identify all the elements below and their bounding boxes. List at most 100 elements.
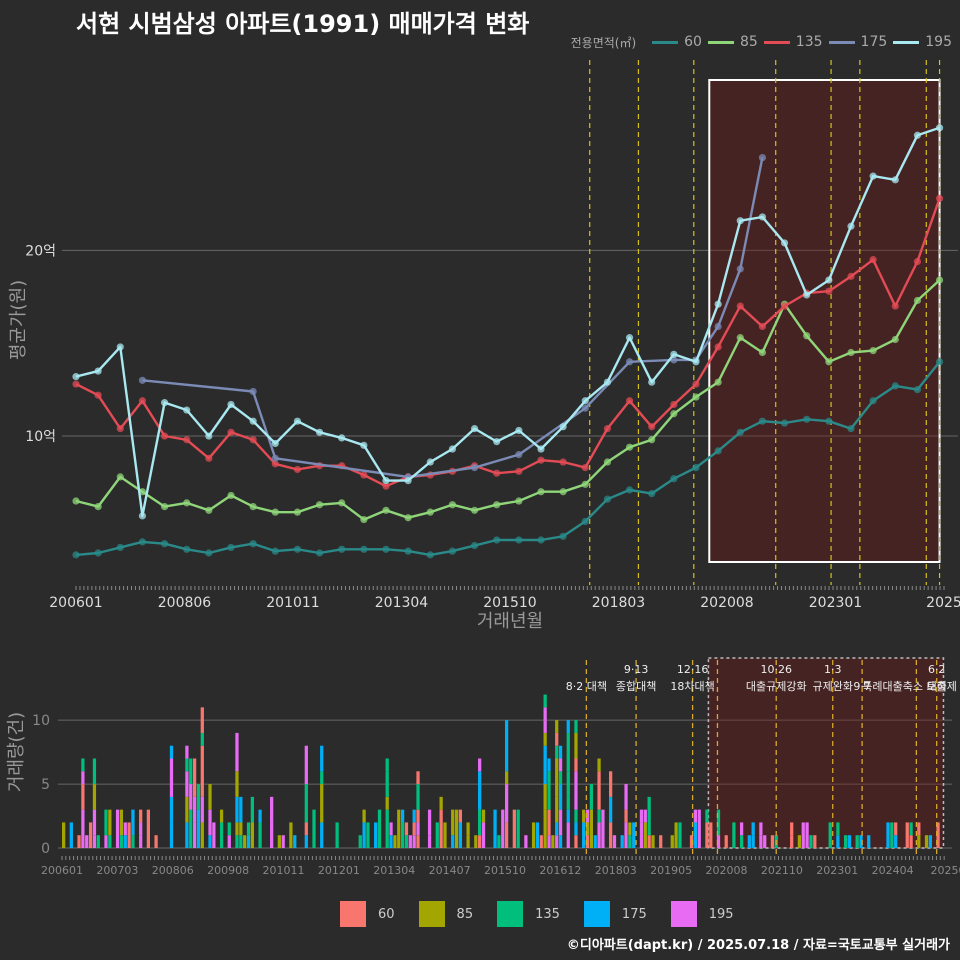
volume-bar-segment	[189, 758, 193, 785]
volume-bar	[566, 720, 570, 848]
volume-bar-segment	[131, 835, 135, 848]
volume-bar-segment	[894, 822, 898, 836]
volume-bar-segment	[92, 835, 97, 848]
data-point-85	[315, 501, 324, 509]
data-point-85	[891, 335, 899, 344]
data-point-195	[736, 217, 744, 225]
volume-bar-segment	[235, 822, 239, 836]
data-point-195	[448, 445, 457, 453]
data-point-135	[581, 464, 589, 472]
data-point-195	[559, 423, 567, 431]
volume-bar	[555, 720, 559, 848]
volume-bar	[859, 835, 863, 848]
data-point-85	[360, 515, 368, 524]
data-point-135	[935, 194, 944, 202]
volume-bar	[505, 720, 509, 848]
volume-bar-segment	[196, 784, 201, 810]
series-line-60	[75, 361, 941, 557]
data-point-195	[869, 172, 877, 180]
data-point-60	[537, 536, 545, 544]
volume-bar-segment	[585, 809, 590, 823]
volume-bar-segment	[92, 809, 97, 836]
volume-bar	[62, 822, 66, 848]
volume-bar-segment	[894, 835, 898, 848]
volume-legend-item-135: 135	[497, 901, 560, 927]
bar-x-tick-label: 202404	[872, 864, 914, 877]
data-point-195	[271, 439, 279, 448]
data-point-195	[360, 441, 368, 449]
data-point-195	[803, 291, 811, 299]
volume-bar-segment	[62, 822, 66, 848]
volume-bar	[597, 758, 601, 848]
data-point-175	[249, 387, 257, 396]
x-tick-label: 201011	[266, 595, 319, 611]
data-point-85	[913, 296, 922, 305]
volume-bar	[801, 822, 805, 848]
data-point-60	[803, 415, 811, 423]
volume-bar	[847, 835, 852, 848]
volume-bar-segment	[400, 822, 405, 848]
volume-bar-segment	[855, 835, 859, 848]
volume-bar-segment	[435, 822, 439, 848]
volume-bar-segment	[886, 822, 890, 848]
volume-bar-segment	[609, 771, 613, 797]
data-point-135	[271, 460, 279, 468]
volume-bar-segment	[250, 796, 255, 823]
volume-bar-segment	[555, 732, 559, 746]
policy-label-bottom: 대출규제강화	[746, 680, 807, 693]
volume-bar-segment	[192, 822, 197, 848]
volume-bar-segment	[478, 771, 482, 810]
volume-bar-segment	[235, 796, 239, 823]
data-point-85	[271, 508, 279, 516]
volume-bar-segment	[516, 809, 520, 848]
volume-bar-segment	[293, 835, 297, 848]
volume-bar-segment	[543, 809, 547, 848]
legend-swatch-85	[707, 40, 734, 44]
volume-bar	[574, 720, 578, 848]
volume-bar	[593, 835, 597, 848]
data-point-85	[382, 506, 390, 514]
volume-bar-segment	[139, 822, 143, 836]
data-point-85	[515, 497, 523, 505]
volume-bar	[628, 822, 632, 848]
volume-bar-segment	[917, 835, 921, 848]
volume-bar	[909, 822, 913, 848]
volume-bar-segment	[377, 809, 382, 848]
volume-bar-segment	[909, 822, 913, 836]
data-point-85	[338, 499, 346, 507]
volume-bar-segment	[558, 784, 563, 810]
volume-bar-segment	[270, 796, 274, 823]
data-point-175	[714, 322, 722, 331]
data-point-60	[470, 541, 479, 550]
volume-bar-segment	[246, 835, 251, 848]
data-point-60	[935, 358, 944, 366]
volume-bar-segment	[558, 745, 563, 759]
volume-bar-segment	[474, 835, 478, 848]
volume-bar-segment	[146, 822, 150, 848]
volume-bar	[585, 809, 590, 848]
volume-bar	[92, 758, 97, 848]
volume-bar-segment	[304, 835, 308, 848]
volume-bar-segment	[466, 835, 470, 848]
volume-bar-segment	[108, 835, 112, 848]
data-point-85	[847, 348, 855, 357]
volume-bar	[362, 809, 366, 848]
volume-bar-segment	[647, 835, 651, 848]
volume-bar-segment	[212, 822, 216, 848]
data-point-135	[913, 257, 922, 266]
data-point-85	[935, 276, 944, 284]
data-point-195	[625, 334, 634, 342]
volume-bar	[697, 809, 701, 848]
volume-bar-segment	[189, 784, 193, 810]
y-tick-label: 20억	[25, 243, 56, 259]
volume-bar-segment	[639, 822, 644, 848]
volume-bar	[400, 809, 405, 848]
data-point-60	[138, 538, 147, 546]
volume-bar-segment	[119, 809, 124, 836]
volume-bar-segment	[531, 822, 536, 848]
volume-bar-segment	[416, 822, 420, 836]
volume-bar-segment	[609, 796, 613, 823]
policy-label-bottom: 8·2 대책	[566, 680, 607, 693]
bar-y-axis-title: 거래량(건)	[6, 712, 27, 792]
volume-bar-segment	[478, 809, 482, 823]
